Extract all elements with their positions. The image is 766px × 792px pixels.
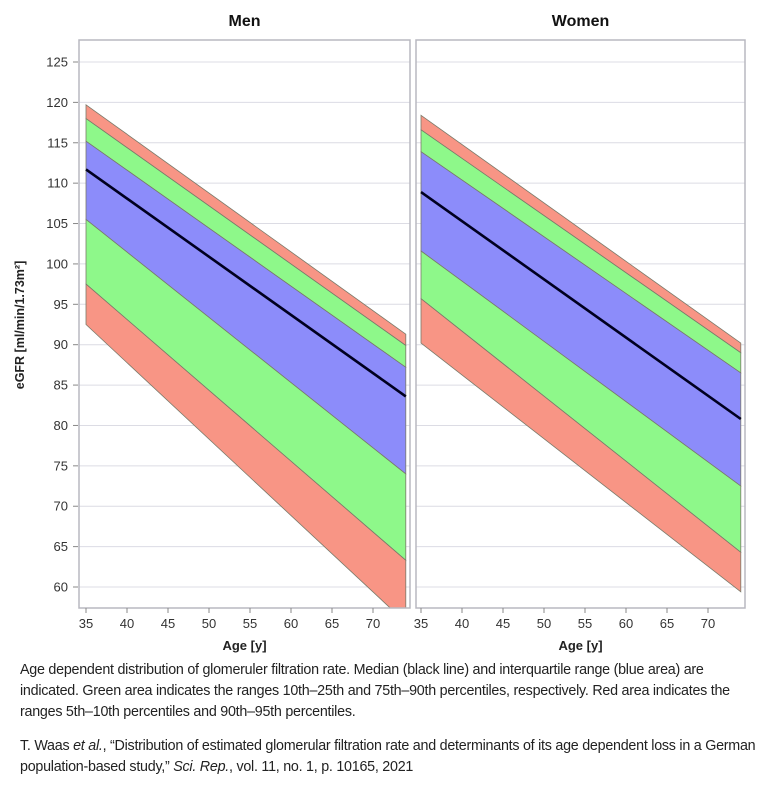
y-tick-label: 110 <box>47 176 68 191</box>
x-tick-label: 70 <box>366 616 380 631</box>
panel-title: Women <box>552 13 609 30</box>
figure-caption: Age dependent distribution of glomeruler… <box>20 662 730 720</box>
citation-author: T. Waas <box>20 738 74 754</box>
y-tick-label: 90 <box>54 337 68 352</box>
panel-title: Men <box>229 13 261 30</box>
x-tick-label: 40 <box>120 616 134 631</box>
y-tick-label: 105 <box>46 216 68 231</box>
y-axis-label: eGFR [ml/min/1.73m²] <box>13 261 27 390</box>
median-line <box>85 168 407 398</box>
citation-etal: et al. <box>73 738 103 754</box>
y-tick-label: 125 <box>46 54 68 69</box>
y-tick-label: 75 <box>54 458 68 473</box>
egfr-chart: Men 35 40 45 50 55 60 65 70 Age [y] Women 35 40 45 50 5… <box>13 13 746 653</box>
x-tick-label: 35 <box>79 616 93 631</box>
band-p5-p10 <box>420 297 742 593</box>
panel-frame <box>415 39 746 609</box>
x-tick-label: 45 <box>161 616 175 631</box>
x-axis-label: Age [y] <box>558 638 602 653</box>
band-p5-p10 <box>85 283 407 608</box>
y-tick-label: 60 <box>54 580 68 595</box>
y-tick-label: 95 <box>54 297 68 312</box>
x-tick-label: 70 <box>701 616 715 631</box>
panel-men: Men 35 40 45 50 55 60 65 70 Age [y] <box>78 13 411 653</box>
y-tick-label: 65 <box>54 539 68 554</box>
citation: T. Waas et al., “Distribution of estimat… <box>20 736 760 778</box>
median-line <box>420 190 742 421</box>
citation-rest: , vol. 11, no. 1, p. 10165, 2021 <box>229 759 414 775</box>
x-axis-label: Age [y] <box>222 638 266 653</box>
x-tick-label: 60 <box>619 616 633 631</box>
x-tick-label: 60 <box>284 616 298 631</box>
y-tick-label: 85 <box>54 378 68 393</box>
x-tick-label: 55 <box>578 616 592 631</box>
y-tick-label: 120 <box>46 95 68 110</box>
x-tick-label: 35 <box>414 616 428 631</box>
y-tick-label: 100 <box>46 256 68 271</box>
citation-journal: Sci. Rep. <box>173 759 230 775</box>
y-tick-label: 70 <box>54 499 68 514</box>
x-tick-label: 50 <box>202 616 216 631</box>
panel-frame <box>78 39 411 609</box>
x-tick-label: 50 <box>537 616 551 631</box>
x-tick-label: 45 <box>496 616 510 631</box>
x-tick-label: 55 <box>243 616 257 631</box>
x-tick-label: 40 <box>455 616 469 631</box>
x-tick-label: 65 <box>660 616 674 631</box>
y-tick-label: 80 <box>54 418 68 433</box>
citation-title: , “Distribution of estimated glomerular … <box>20 738 756 775</box>
panel-women: Women 35 40 45 50 55 60 65 70 Age [y] <box>414 13 746 653</box>
y-tick-label: 115 <box>47 135 68 150</box>
x-tick-label: 65 <box>325 616 339 631</box>
